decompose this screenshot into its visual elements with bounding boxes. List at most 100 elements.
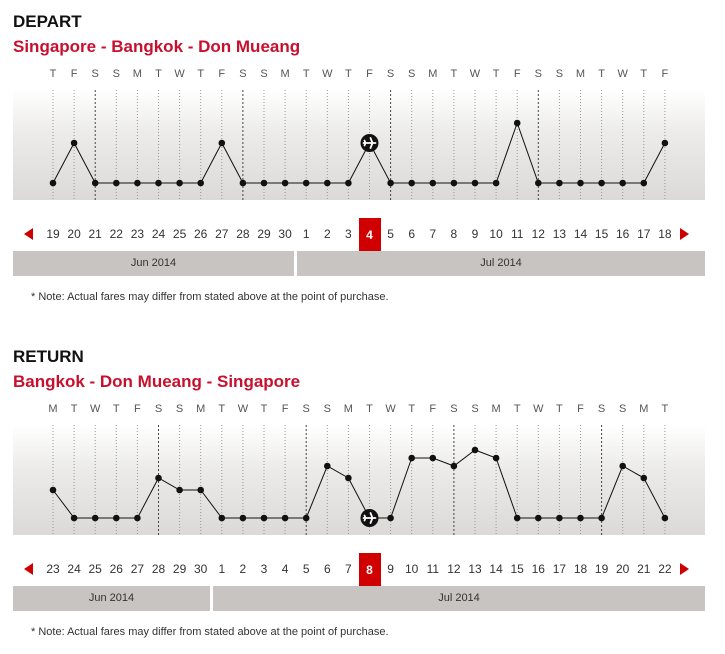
- fare-point[interactable]: [577, 514, 584, 522]
- fare-point[interactable]: [471, 179, 479, 187]
- depart-prev-arrow[interactable]: [24, 228, 33, 240]
- fare-point[interactable]: [134, 179, 141, 187]
- fare-point[interactable]: [471, 446, 479, 454]
- fare-point[interactable]: [260, 514, 268, 522]
- date-cell[interactable]: 9: [387, 562, 394, 576]
- date-cell[interactable]: 30: [194, 562, 208, 576]
- date-cell[interactable]: 22: [658, 562, 672, 576]
- fare-point[interactable]: [556, 179, 563, 187]
- fare-point[interactable]: [302, 179, 310, 187]
- fare-point[interactable]: [535, 514, 542, 522]
- date-cell[interactable]: 7: [345, 562, 352, 576]
- fare-point[interactable]: [513, 119, 521, 127]
- fare-point[interactable]: [70, 514, 78, 522]
- fare-point[interactable]: [91, 514, 99, 522]
- date-cell[interactable]: 17: [552, 562, 567, 576]
- date-cell[interactable]: 25: [172, 227, 187, 241]
- fare-point[interactable]: [556, 514, 563, 522]
- fare-point[interactable]: [49, 486, 57, 494]
- date-cell[interactable]: 24: [67, 562, 81, 576]
- fare-point[interactable]: [408, 179, 416, 187]
- date-cell[interactable]: 14: [573, 227, 588, 241]
- date-cell[interactable]: 5: [387, 227, 394, 241]
- fare-point[interactable]: [176, 179, 183, 187]
- date-cell[interactable]: 27: [130, 562, 145, 576]
- date-cell[interactable]: 21: [88, 227, 102, 241]
- fare-point[interactable]: [176, 486, 183, 494]
- fare-point[interactable]: [302, 514, 310, 522]
- date-cell[interactable]: 4: [281, 562, 289, 576]
- fare-point[interactable]: [260, 179, 268, 187]
- fare-point[interactable]: [513, 514, 521, 522]
- fare-point[interactable]: [239, 514, 247, 522]
- date-cell[interactable]: 15: [510, 562, 524, 576]
- date-cell[interactable]: 18: [573, 562, 588, 576]
- fare-point[interactable]: [91, 179, 99, 187]
- date-cell[interactable]: 16: [531, 562, 545, 576]
- fare-point[interactable]: [218, 514, 226, 522]
- date-cell[interactable]: 21: [637, 562, 651, 576]
- fare-point[interactable]: [535, 179, 542, 187]
- plane-icon[interactable]: [360, 134, 379, 152]
- date-cell[interactable]: 24: [151, 227, 166, 241]
- fare-point[interactable]: [661, 139, 669, 147]
- fare-point[interactable]: [492, 454, 500, 462]
- date-cell[interactable]: 10: [405, 562, 419, 576]
- fare-point[interactable]: [450, 179, 458, 187]
- fare-point[interactable]: [640, 179, 648, 187]
- fare-point[interactable]: [345, 474, 352, 482]
- fare-point[interactable]: [345, 179, 352, 187]
- date-cell[interactable]: 26: [194, 227, 208, 241]
- fare-point[interactable]: [218, 139, 226, 147]
- fare-point[interactable]: [577, 179, 584, 187]
- date-cell[interactable]: 14: [489, 562, 503, 576]
- date-cell[interactable]: 6: [408, 227, 416, 241]
- date-cell[interactable]: 13: [552, 227, 567, 241]
- date-cell[interactable]: 29: [172, 562, 187, 576]
- date-cell[interactable]: 20: [67, 227, 81, 241]
- date-cell[interactable]: 5: [302, 562, 310, 576]
- date-cell[interactable]: 12: [447, 562, 461, 576]
- date-cell[interactable]: 19: [46, 227, 60, 241]
- fare-point[interactable]: [387, 179, 394, 187]
- fare-point[interactable]: [598, 179, 605, 187]
- fare-point[interactable]: [113, 179, 120, 187]
- date-cell[interactable]: 6: [323, 562, 331, 576]
- date-cell[interactable]: 11: [510, 227, 524, 241]
- return-next-arrow[interactable]: [680, 563, 689, 575]
- fare-point[interactable]: [324, 462, 331, 470]
- date-cell[interactable]: 2: [323, 227, 331, 241]
- fare-point[interactable]: [70, 139, 78, 147]
- fare-point[interactable]: [619, 462, 626, 470]
- date-cell[interactable]: 8: [450, 227, 458, 241]
- fare-point[interactable]: [387, 514, 394, 522]
- fare-point[interactable]: [408, 454, 416, 462]
- date-cell[interactable]: 15: [594, 227, 609, 241]
- date-cell[interactable]: 18: [658, 227, 672, 241]
- fare-point[interactable]: [155, 179, 162, 187]
- date-cell[interactable]: 10: [489, 227, 503, 241]
- selected-date[interactable]: 4: [358, 218, 381, 252]
- date-cell[interactable]: 2: [239, 562, 247, 576]
- fare-point[interactable]: [324, 179, 331, 187]
- fare-point[interactable]: [598, 514, 605, 522]
- date-cell[interactable]: 1: [302, 227, 310, 241]
- fare-point[interactable]: [640, 474, 648, 482]
- date-cell[interactable]: 9: [471, 227, 479, 241]
- fare-point[interactable]: [281, 514, 289, 522]
- date-cell[interactable]: 30: [278, 227, 292, 241]
- date-cell[interactable]: 26: [109, 562, 123, 576]
- fare-point[interactable]: [155, 474, 162, 482]
- plane-icon[interactable]: [360, 509, 379, 527]
- fare-point[interactable]: [619, 179, 626, 187]
- fare-point[interactable]: [113, 514, 120, 522]
- fare-point[interactable]: [281, 179, 289, 187]
- fare-point[interactable]: [49, 179, 57, 187]
- date-cell[interactable]: 23: [130, 227, 145, 241]
- date-cell[interactable]: 20: [616, 562, 630, 576]
- date-cell[interactable]: 7: [429, 227, 437, 241]
- return-prev-arrow[interactable]: [24, 563, 33, 575]
- fare-point[interactable]: [134, 514, 141, 522]
- fare-point[interactable]: [492, 179, 500, 187]
- date-cell[interactable]: 13: [468, 562, 482, 576]
